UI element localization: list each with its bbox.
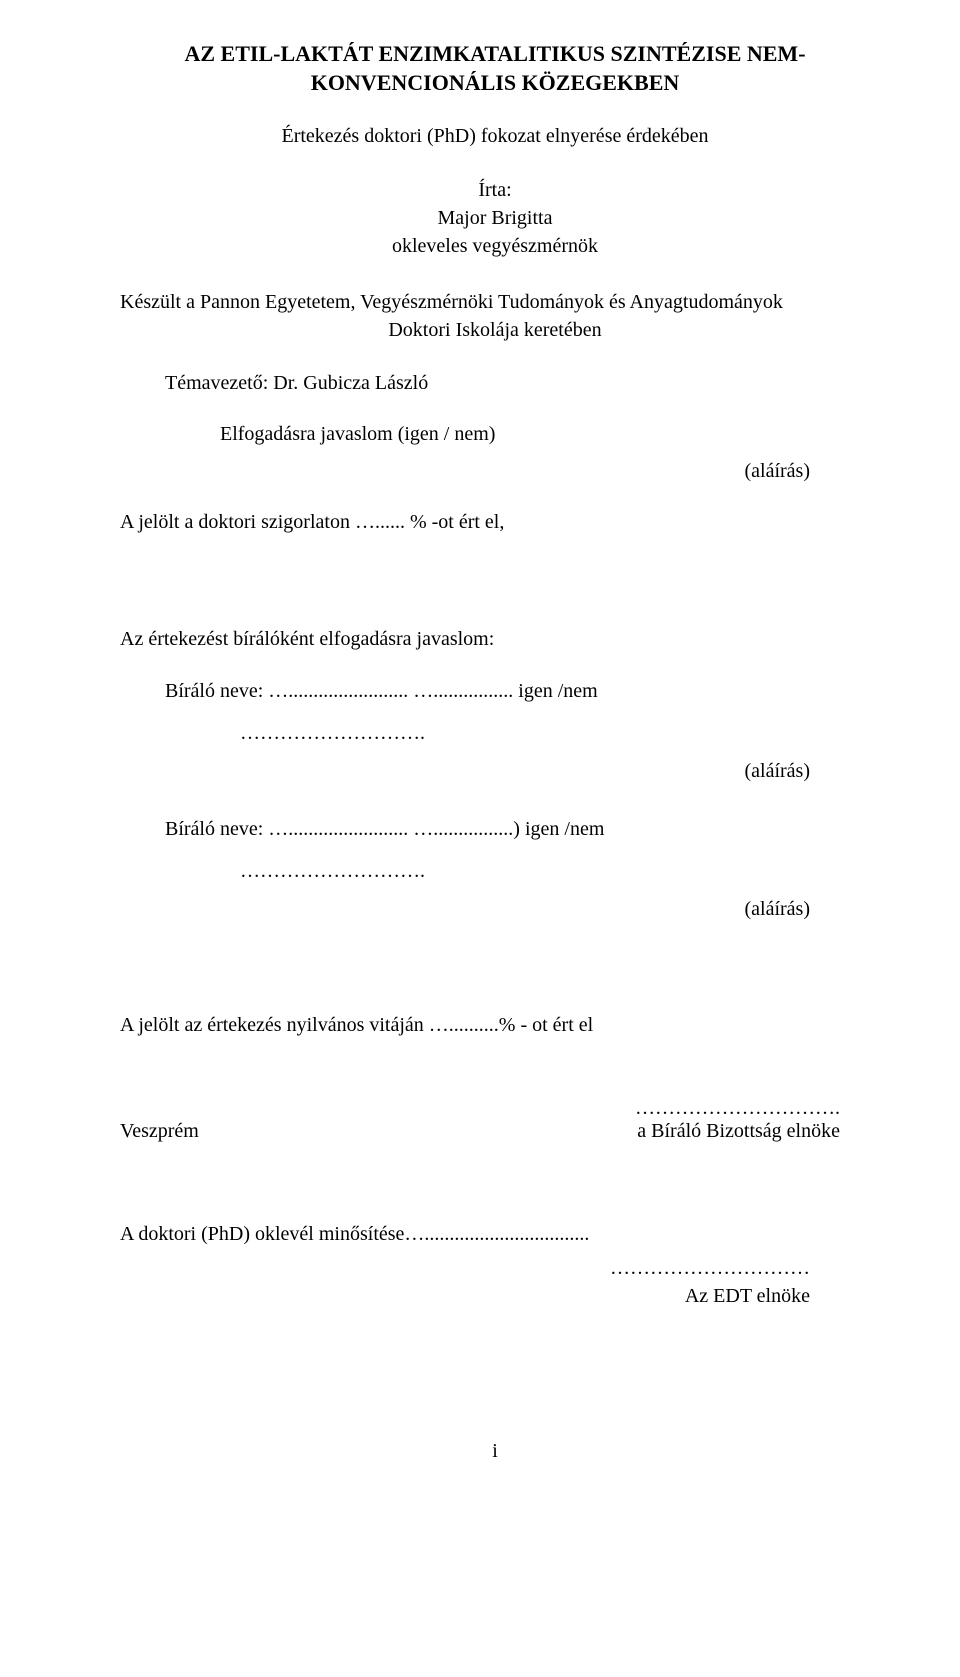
- supervisor-line: Témavezető: Dr. Gubicza László: [165, 372, 870, 395]
- title-block: AZ ETIL-LAKTÁT ENZIMKATALITIKUS SZINTÉZI…: [120, 40, 870, 97]
- subtitle: Értekezés doktori (PhD) fokozat elnyerés…: [120, 125, 870, 148]
- author-block: Írta: Major Brigitta okleveles vegyészmé…: [120, 176, 870, 260]
- signature-2: (aláírás): [120, 756, 870, 786]
- city-label: Veszprém: [120, 1120, 199, 1143]
- prepared-line-2: Doktori Iskolája keretében: [120, 316, 870, 344]
- title-line-2: KONVENCIONÁLIS KÖZEGEKBEN: [120, 69, 870, 98]
- candidate-exam-line: A jelölt a doktori szigorlaton …...... %…: [120, 511, 870, 534]
- page-number: i: [120, 1440, 870, 1463]
- city-chair-block: Veszprém …………………………. a Bíráló Bizottság …: [120, 1097, 870, 1143]
- edt-chair-label: Az EDT elnöke: [120, 1282, 810, 1310]
- edt-dots: …………………………: [120, 1254, 810, 1282]
- prepared-at-block: Készült a Pannon Egyetetem, Vegyészmérnö…: [120, 288, 870, 344]
- reviewer-heading: Az értekezést bírálóként elfogadásra jav…: [120, 624, 870, 654]
- written-by-label: Írta:: [120, 176, 870, 204]
- committee-dots: ………………………….: [635, 1097, 840, 1120]
- author-name: Major Brigitta: [120, 204, 870, 232]
- title-line-1: AZ ETIL-LAKTÁT ENZIMKATALITIKUS SZINTÉZI…: [120, 40, 870, 69]
- reviewer-section: Az értekezést bírálóként elfogadásra jav…: [120, 624, 870, 924]
- viva-line: A jelölt az értekezés nyilvános vitáján …: [120, 1014, 870, 1037]
- committee-chair-label: a Bíráló Bizottság elnöke: [635, 1120, 840, 1143]
- reviewer-1-line: Bíráló neve: …........................ ……: [165, 676, 870, 706]
- reviewer-2-dots: ……………………….: [240, 856, 870, 886]
- signature-1: (aláírás): [120, 460, 870, 483]
- reviewer-1-dots: ……………………….: [240, 718, 870, 748]
- accept-proposal-line: Elfogadásra javaslom (igen / nem): [220, 423, 870, 446]
- grade-line: A doktori (PhD) oklevél minősítése….....…: [120, 1223, 870, 1246]
- reviewer-2-line: Bíráló neve: …........................ ……: [165, 814, 870, 844]
- author-degree: okleveles vegyészmérnök: [120, 232, 870, 260]
- edt-block: ………………………… Az EDT elnöke: [120, 1254, 870, 1310]
- signature-3: (aláírás): [120, 894, 870, 924]
- prepared-line-1: Készült a Pannon Egyetetem, Vegyészmérnö…: [120, 288, 870, 316]
